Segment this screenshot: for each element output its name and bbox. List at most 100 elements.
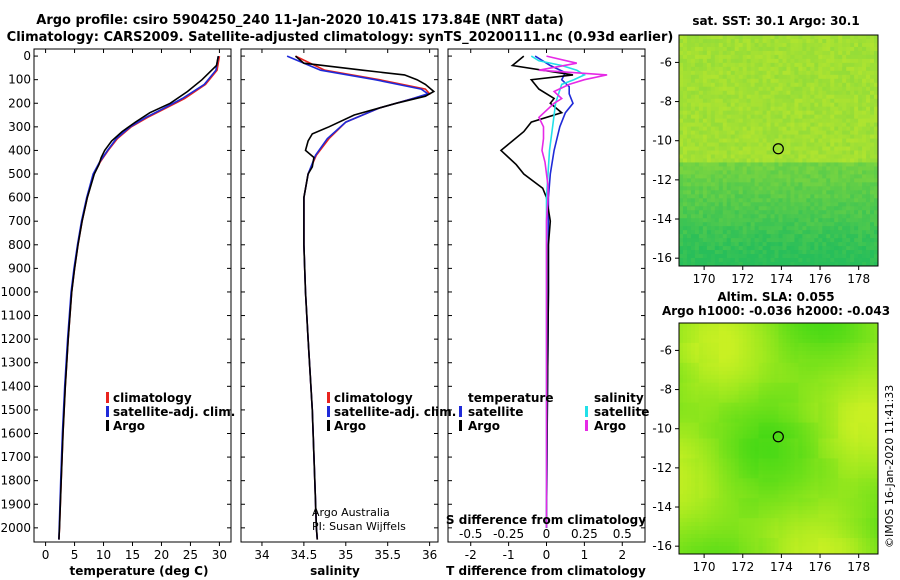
map-cell [690, 342, 696, 348]
map-cell [854, 346, 859, 352]
map-cell [718, 154, 724, 159]
map-cell [722, 254, 728, 259]
map-cell [706, 354, 712, 360]
map-cell [738, 182, 744, 187]
map-cell [682, 374, 688, 380]
map-cell [710, 394, 716, 400]
map-cell [750, 38, 756, 44]
map-cell [750, 50, 756, 56]
map-cell [738, 166, 744, 171]
map-cell [790, 418, 795, 424]
map-cell [770, 450, 776, 455]
map-cell [814, 450, 819, 455]
map-cell [738, 190, 744, 195]
map-cell [774, 194, 779, 199]
map-cell [762, 74, 768, 80]
map-cell [862, 434, 867, 439]
map-cell [774, 118, 779, 124]
map-cell [874, 434, 879, 439]
map-cell [734, 166, 740, 171]
map-cell [866, 346, 871, 352]
map-cell [774, 334, 779, 340]
map-cell [722, 418, 728, 424]
map-cell [686, 126, 692, 132]
map-cell [682, 222, 688, 227]
map-cell [738, 178, 744, 183]
map-cell [854, 134, 859, 140]
map-cell [750, 206, 756, 211]
map-cell [679, 46, 684, 52]
map-cell [746, 198, 752, 203]
map-cell [806, 58, 811, 64]
map-cell [714, 323, 720, 328]
map-cell [822, 462, 827, 467]
map-cell [742, 326, 748, 332]
map-cell [770, 50, 776, 56]
map-cell [798, 186, 803, 191]
map-cell [706, 78, 712, 84]
map-cell [742, 114, 748, 120]
map-cell [730, 450, 736, 455]
map-cell [830, 346, 835, 352]
map-cell [822, 38, 827, 44]
map-cell [850, 66, 855, 72]
map-cell [770, 134, 776, 140]
map-cell [758, 58, 764, 64]
map-cell [838, 35, 843, 40]
map-cell [726, 382, 732, 388]
map-cell [806, 402, 811, 408]
map-cell [830, 78, 835, 84]
map-cell [690, 162, 696, 167]
map-cell [690, 323, 696, 328]
map-cell [762, 346, 768, 352]
map-cell [830, 202, 835, 207]
legend-swatch-climatology [327, 392, 330, 403]
map-cell [682, 450, 688, 455]
map-cell [714, 386, 720, 392]
map-cell [806, 426, 811, 432]
map-cell [722, 230, 728, 235]
map-cell [746, 46, 752, 52]
map-cell [679, 42, 684, 48]
map-cell [718, 110, 724, 116]
map-cell [770, 262, 776, 267]
map-cell [826, 86, 831, 92]
map-cell [698, 218, 704, 223]
map-cell [786, 398, 791, 404]
map-cell [710, 142, 716, 148]
map-cell [786, 78, 791, 84]
map-cell [846, 122, 851, 128]
map-cell [858, 35, 863, 40]
map-cell [722, 238, 728, 243]
map-cell [814, 162, 819, 167]
map-cell [826, 170, 831, 175]
map-cell [726, 138, 732, 144]
map-cell [858, 462, 863, 467]
map-cell [798, 354, 803, 360]
legend-label-argo: Argo [113, 419, 145, 433]
x-top-tick-label: 0 [543, 527, 551, 541]
map-cell [766, 434, 772, 439]
map-cell [698, 254, 704, 259]
map-cell [726, 258, 732, 263]
map-cell [686, 414, 692, 420]
map-cell [766, 398, 772, 404]
map-cell [854, 222, 859, 227]
map-cell [858, 218, 863, 223]
map-cell [866, 258, 871, 263]
map-cell [702, 190, 708, 195]
map-cell [754, 170, 760, 175]
map-cell [762, 362, 768, 368]
map-cell [838, 366, 843, 372]
map-cell [810, 138, 815, 144]
map-cell [690, 390, 696, 396]
map-cell [842, 250, 847, 255]
map-cell [846, 114, 851, 120]
map-cell [798, 430, 803, 436]
map-cell [842, 362, 847, 368]
map-cell [679, 214, 684, 219]
map-cell [770, 142, 776, 148]
map-cell [762, 202, 768, 207]
map-cell [686, 382, 692, 388]
map-cell [702, 466, 708, 471]
